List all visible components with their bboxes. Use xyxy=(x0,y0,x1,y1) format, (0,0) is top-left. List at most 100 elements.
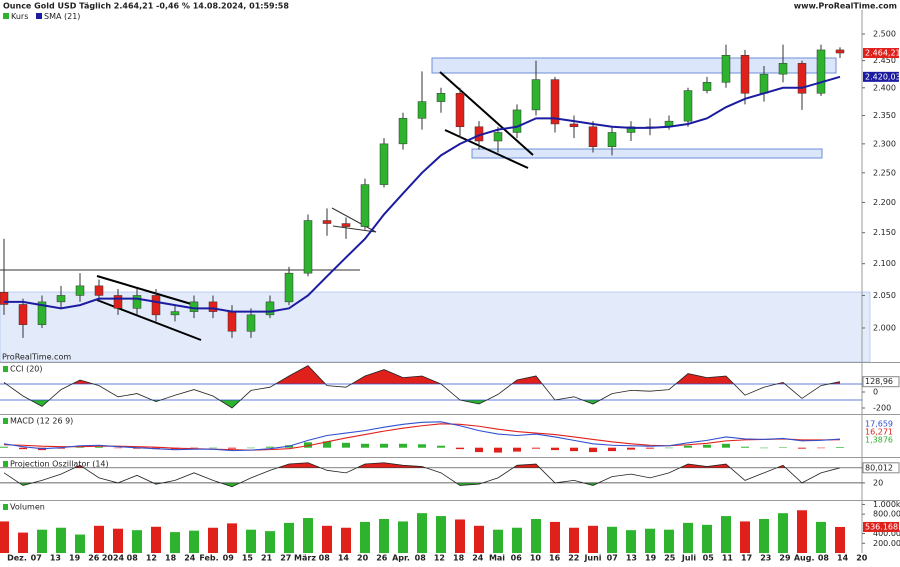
volume-bar xyxy=(18,532,28,553)
volume-bar xyxy=(170,532,180,553)
value-tag-label: 2.420,03 xyxy=(865,72,900,81)
volume-bar xyxy=(474,525,484,553)
value-tag-label: 80,012 xyxy=(865,463,893,472)
panel-icon xyxy=(3,418,8,424)
x-tick-label: 23 xyxy=(760,554,771,563)
volume-bar xyxy=(626,530,636,553)
x-tick-label: 12 xyxy=(434,554,445,563)
candle-body xyxy=(588,126,598,147)
histogram-bar xyxy=(817,447,825,449)
y-tick-label: 2.100 xyxy=(873,259,896,268)
y-tick-label: 2.150 xyxy=(873,228,896,237)
volume-bar xyxy=(246,529,256,553)
histogram-bar xyxy=(342,442,350,448)
x-tick-label: 25 xyxy=(664,554,676,563)
panel-title: Projection Oszillator (14) xyxy=(10,460,109,469)
volume-bar xyxy=(569,527,579,553)
y-tick-label: 2.450 xyxy=(873,56,896,65)
candle-body xyxy=(436,93,446,102)
x-tick-label: 20 xyxy=(357,554,369,563)
histogram-bar xyxy=(95,446,103,448)
candle-body xyxy=(18,304,28,325)
candle-body xyxy=(398,118,408,145)
y-tick-label: 20 xyxy=(873,478,883,487)
volume-bar xyxy=(132,530,142,553)
histogram-bar xyxy=(114,447,122,449)
histogram-bar xyxy=(589,447,597,453)
x-tick-label: 27 xyxy=(280,554,291,563)
resistance-zone xyxy=(431,57,837,74)
histogram-bar xyxy=(209,447,217,449)
y-tick-label: 1.000k xyxy=(873,500,900,509)
histogram-bar xyxy=(760,447,768,449)
x-tick-label: 08 xyxy=(319,554,331,563)
candle-body xyxy=(740,55,750,94)
volume-bar xyxy=(531,519,541,553)
x-tick-label: 07 xyxy=(31,554,42,563)
x-tick-label: Dez. xyxy=(7,554,27,563)
y-tick-label: 2.200 xyxy=(873,198,896,207)
histogram-bar xyxy=(703,444,711,448)
volume-bar xyxy=(56,527,66,553)
x-tick-label: Feb. xyxy=(199,554,218,563)
volume-bar xyxy=(303,518,313,553)
volume-bar xyxy=(721,516,731,553)
volume-bar xyxy=(835,526,845,553)
candle-body xyxy=(360,184,370,227)
histogram-bar xyxy=(665,447,673,449)
histogram-bar xyxy=(19,447,27,450)
candle-body xyxy=(0,291,9,305)
x-tick-label: 08 xyxy=(415,554,427,563)
x-tick-label: 18 xyxy=(165,554,177,563)
trend-line xyxy=(439,71,534,156)
histogram-bar xyxy=(494,447,502,453)
x-tick-label: 17 xyxy=(741,554,752,563)
volume-bar xyxy=(0,521,9,553)
x-tick-label: 11 xyxy=(722,554,734,563)
volume-bar xyxy=(189,530,199,553)
volume-bar xyxy=(740,521,750,553)
x-tick-label: 29 xyxy=(779,554,791,563)
volume-bar xyxy=(379,519,389,553)
volume-bar xyxy=(816,521,826,553)
value-tag xyxy=(862,462,900,474)
legend-label: SMA (21) xyxy=(44,12,80,21)
histogram-bar xyxy=(266,446,274,448)
volume-bar xyxy=(702,524,712,553)
panel-title: CCI (20) xyxy=(10,365,43,374)
x-tick-label: 14 xyxy=(837,554,849,563)
volume-bar xyxy=(94,525,104,553)
x-tick-label: 09 xyxy=(223,554,235,563)
histogram-bar xyxy=(570,447,578,452)
value-tag xyxy=(862,376,900,388)
x-tick-label: 15 xyxy=(242,554,254,563)
x-tick-label: Juni xyxy=(583,554,601,563)
y-tick-label: 0 xyxy=(873,388,878,397)
candle-body xyxy=(189,301,199,312)
candle-body xyxy=(132,295,142,309)
candle-body xyxy=(170,311,180,316)
histogram-bar xyxy=(361,443,369,448)
legend: Kurs SMA (21) xyxy=(3,12,80,21)
histogram-bar xyxy=(418,444,426,448)
macd-line xyxy=(3,421,841,452)
volume-bar xyxy=(493,529,503,553)
x-tick-label: 13 xyxy=(50,554,61,563)
x-tick-label: 13 xyxy=(626,554,637,563)
candle-body xyxy=(531,79,541,111)
candle-body xyxy=(246,314,256,332)
value-tag-label: 16,271 xyxy=(865,428,893,437)
candle-body xyxy=(56,295,66,303)
candle-body xyxy=(721,55,731,83)
volume-bar xyxy=(151,526,161,553)
volume-bar xyxy=(284,522,294,553)
panel-icon xyxy=(3,504,8,510)
candle-body xyxy=(778,63,788,75)
value-tag-label: 17,659 xyxy=(865,420,893,429)
x-tick-label: Aug. xyxy=(794,554,815,563)
source: www.ProRealTime.com xyxy=(794,2,897,11)
candle-body xyxy=(94,285,104,296)
y-tick-label: 2.350 xyxy=(873,111,896,120)
x-tick-label: 19 xyxy=(69,554,81,563)
